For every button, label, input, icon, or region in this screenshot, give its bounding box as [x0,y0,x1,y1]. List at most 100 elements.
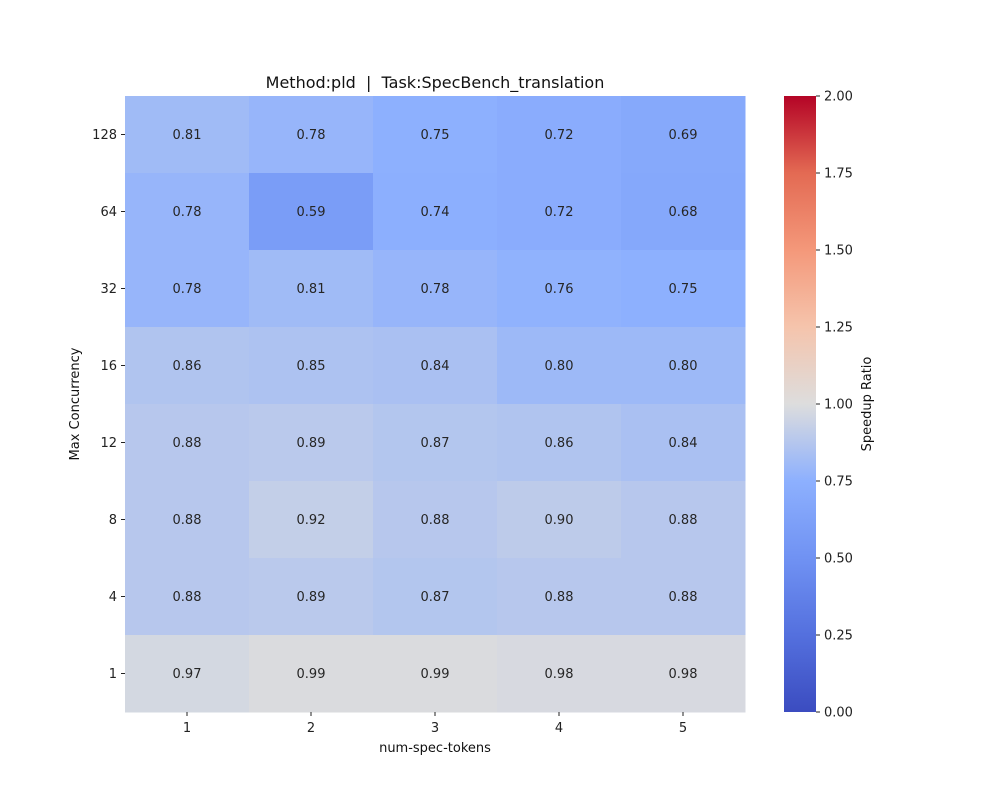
cell-value-label: 0.78 [173,205,202,220]
y-tick-label: 1 [109,667,117,682]
heatmap-cell [125,635,250,713]
cell-value-label: 0.90 [545,513,574,528]
cell-value-label: 0.59 [297,205,326,220]
x-tick-label: 5 [679,721,687,736]
cell-value-label: 0.98 [545,667,574,682]
cell-value-label: 0.86 [545,436,574,451]
cell-value-label: 0.80 [545,359,574,374]
y-tick-label: 4 [109,590,117,605]
heatmap-cell [621,635,746,713]
colorbar-tick-label: 0.50 [824,552,853,567]
cell-value-label: 0.88 [173,513,202,528]
cell-value-label: 0.75 [669,282,698,297]
heatmap-cell [621,96,746,174]
colorbar-tick-label: 0.25 [824,629,853,644]
heatmap-cell [497,173,622,251]
heatmap-cell [497,558,622,636]
heatmap-cell [249,404,374,482]
y-tick-label: 16 [100,359,117,374]
colorbar-tick-label: 0.00 [824,706,853,721]
cell-value-label: 0.75 [421,128,450,143]
cell-value-label: 0.88 [545,590,574,605]
colorbar-label: Speedup Ratio [860,357,875,452]
heatmap-cell [249,558,374,636]
heatmap-cell [125,558,250,636]
heatmap-cell [497,481,622,559]
heatmap-cell [497,250,622,328]
x-tick-label: 2 [307,721,315,736]
cell-value-label: 0.78 [297,128,326,143]
heatmap-cell [621,404,746,482]
heatmap-cell [125,404,250,482]
x-tick-label: 1 [183,721,191,736]
cell-value-label: 0.98 [669,667,698,682]
heatmap-cell [621,250,746,328]
heatmap-cell [497,327,622,405]
heatmap-cell [621,173,746,251]
heatmap-cell [373,250,498,328]
heatmap-cell [373,404,498,482]
heatmap-cell [373,173,498,251]
cell-value-label: 0.88 [669,513,698,528]
cell-value-label: 0.78 [173,282,202,297]
colorbar-tick-label: 0.75 [824,475,853,490]
y-tick-label: 32 [100,282,117,297]
heatmap-cell [125,481,250,559]
cell-value-label: 0.68 [669,205,698,220]
heatmap-cell [621,558,746,636]
heatmap-cell [249,327,374,405]
y-tick-label: 12 [100,436,117,451]
cell-value-label: 0.99 [421,667,450,682]
colorbar-tick-label: 1.25 [824,321,853,336]
heatmap-cell [249,96,374,174]
x-tick-label: 4 [555,721,563,736]
heatmap-cell [249,481,374,559]
heatmap-cell [373,481,498,559]
heatmap-cells: 0.81 0.78 0.75 0.72 0.69 0.78 0.59 0.74 0.72 0.68… [125,96,746,713]
heatmap-cell [621,481,746,559]
cell-value-label: 0.81 [173,128,202,143]
cell-value-label: 0.88 [669,590,698,605]
cell-value-label: 0.99 [297,667,326,682]
heatmap-cell [373,635,498,713]
colorbar-tick-label: 2.00 [824,90,853,105]
heatmap-cell [497,404,622,482]
cell-value-label: 0.88 [421,513,450,528]
heatmap-cell [497,96,622,174]
x-axis-label: num-spec-tokens [379,741,491,756]
heatmap-cell [125,327,250,405]
cell-value-label: 0.92 [297,513,326,528]
cell-value-label: 0.80 [669,359,698,374]
cell-value-label: 0.84 [669,436,698,451]
colorbar-ticks: 0.00 0.25 0.50 0.75 1.00 1.25 1.50 1.75 2.00 [816,90,853,721]
cell-value-label: 0.97 [173,667,202,682]
y-tick-label: 8 [109,513,117,528]
cell-value-label: 0.87 [421,436,450,451]
cell-value-label: 0.74 [421,205,450,220]
heatmap-cell [621,327,746,405]
heatmap-cell [249,173,374,251]
y-axis-label: Max Concurrency [68,347,83,460]
cell-value-label: 0.76 [545,282,574,297]
cell-value-label: 0.72 [545,205,574,220]
heatmap-cell [125,250,250,328]
colorbar-tick-label: 1.50 [824,244,853,259]
heatmap-cell [125,173,250,251]
x-axis-ticks: 1 2 3 4 5 [183,712,687,736]
heatmap-cell [497,635,622,713]
colorbar [784,96,816,712]
heatmap-cell [373,558,498,636]
y-tick-label: 128 [92,128,117,143]
colorbar-tick-label: 1.75 [824,167,853,182]
cell-value-label: 0.85 [297,359,326,374]
heatmap-cell [125,96,250,174]
cell-value-label: 0.86 [173,359,202,374]
heatmap-cell [249,635,374,713]
y-tick-label: 64 [100,205,117,220]
cell-value-label: 0.88 [173,590,202,605]
chart-title: Method:pld | Task:SpecBench_translation [266,73,605,93]
x-tick-label: 3 [431,721,439,736]
cell-value-label: 0.69 [669,128,698,143]
